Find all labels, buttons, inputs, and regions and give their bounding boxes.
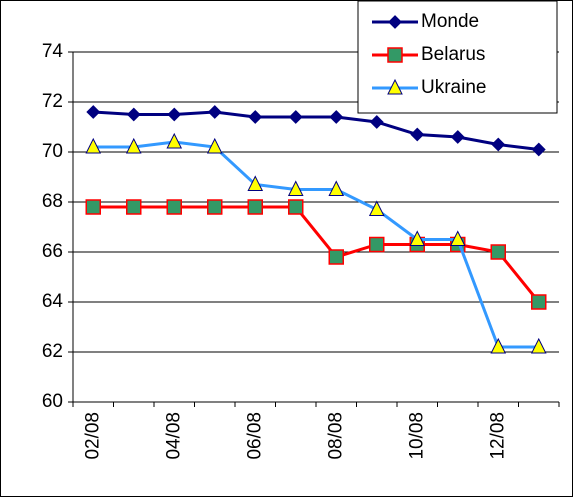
marker [86,105,101,119]
marker [247,175,264,191]
marker [248,110,263,124]
marker [387,47,403,63]
y-tick-label: 60 [42,391,63,412]
marker [85,199,101,215]
marker [328,180,345,196]
marker [288,199,304,215]
y-tick-label: 74 [42,41,64,62]
marker [388,15,402,29]
y-tick-label: 72 [42,91,63,112]
marker [490,337,507,354]
marker [85,137,102,154]
marker [450,130,465,144]
marker [387,78,403,95]
marker [126,107,141,122]
marker [166,132,183,149]
y-tick-label: 64 [42,291,64,312]
marker [410,127,425,142]
x-tick-label: 10/08 [406,412,427,460]
marker [368,200,385,216]
marker [288,110,303,124]
marker [125,137,142,154]
marker [206,137,223,154]
legend-label: Ukraine [421,77,486,98]
y-tick-label: 62 [42,341,63,362]
marker [287,180,304,196]
marker [329,110,344,124]
marker [207,199,223,215]
marker [369,236,385,253]
legend-label: Belarus [421,44,485,65]
marker [530,337,547,354]
legend-label: Monde [421,11,479,32]
marker [531,294,547,310]
marker [166,199,182,215]
x-tick-label: 12/08 [487,412,508,460]
marker [247,199,263,215]
marker [490,244,506,260]
marker [167,107,182,122]
y-tick-label: 70 [42,141,63,162]
marker [207,105,222,119]
marker [126,199,142,215]
y-tick-label: 68 [42,191,63,212]
series-line [93,140,539,349]
marker [328,249,344,265]
marker [409,230,426,246]
y-tick-label: 66 [42,241,63,262]
marker [449,230,466,246]
x-tick-label: 02/08 [82,412,103,460]
marker [491,137,506,152]
x-tick-label: 08/08 [325,412,346,460]
x-tick-label: 06/08 [244,412,265,460]
marker [531,142,546,157]
x-tick-label: 04/08 [163,412,184,460]
marker [369,115,384,129]
